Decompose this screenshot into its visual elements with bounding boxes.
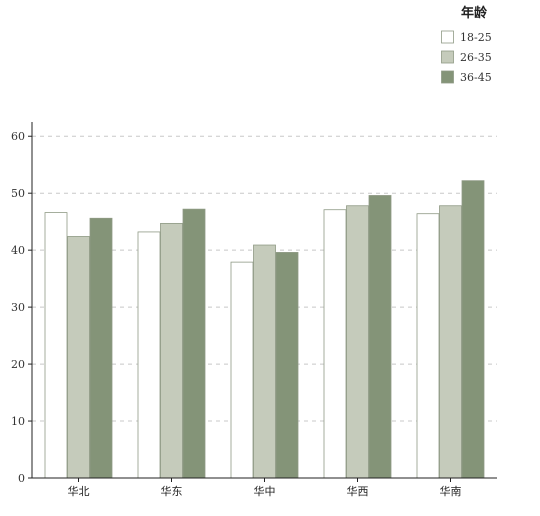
bar-华西-26-35 — [346, 205, 369, 479]
bar-华中-36-45 — [275, 252, 299, 479]
legend-swatch-18-25 — [441, 30, 454, 44]
legend-swatch-36-45 — [441, 70, 454, 84]
y-tick-label-60: 60 — [11, 130, 25, 143]
legend-title: 年龄 — [461, 5, 488, 21]
bar-华北-36-45 — [89, 217, 113, 479]
x-tick-label-华东: 华东 — [161, 484, 183, 498]
legend-label-18-25: 18-25 — [460, 31, 492, 44]
bar-华中-18-25 — [230, 261, 254, 479]
bar-华中-26-35 — [253, 244, 276, 479]
x-tick-label-华西: 华西 — [347, 484, 369, 498]
bar-华南-26-35 — [439, 205, 462, 479]
x-axis-labels: 华北 华东 华中 华西 华南 — [68, 478, 462, 498]
bar-华北-26-35 — [67, 236, 90, 479]
y-tick-label-40: 40 — [11, 244, 25, 257]
bar-华东-26-35 — [160, 222, 183, 479]
y-tick-label-30: 30 — [11, 301, 25, 314]
x-tick-label-华北: 华北 — [68, 484, 90, 498]
legend-label-26-35: 26-35 — [460, 51, 492, 64]
bar-华南-36-45 — [461, 180, 485, 479]
bar-华南-18-25 — [416, 213, 440, 479]
y-tick-label-50: 50 — [11, 187, 25, 200]
bar-华北-18-25 — [44, 212, 68, 479]
bars — [44, 180, 485, 479]
y-tick-label-0: 0 — [18, 472, 25, 485]
y-tick-label-10: 10 — [11, 415, 25, 428]
legend: 年龄 18-25 26-35 36-45 — [441, 5, 492, 84]
legend-swatch-26-35 — [441, 50, 454, 64]
y-tick-label-20: 20 — [11, 358, 25, 371]
y-axis-ticks: 0 10 20 30 40 50 60 — [11, 130, 32, 485]
legend-label-36-45: 36-45 — [460, 71, 492, 84]
bar-华东-36-45 — [182, 208, 206, 479]
bar-华西-36-45 — [368, 195, 392, 479]
x-tick-label-华南: 华南 — [440, 484, 462, 498]
x-tick-label-华中: 华中 — [254, 484, 276, 498]
bar-华东-18-25 — [137, 231, 161, 479]
bar-华西-18-25 — [323, 209, 347, 479]
